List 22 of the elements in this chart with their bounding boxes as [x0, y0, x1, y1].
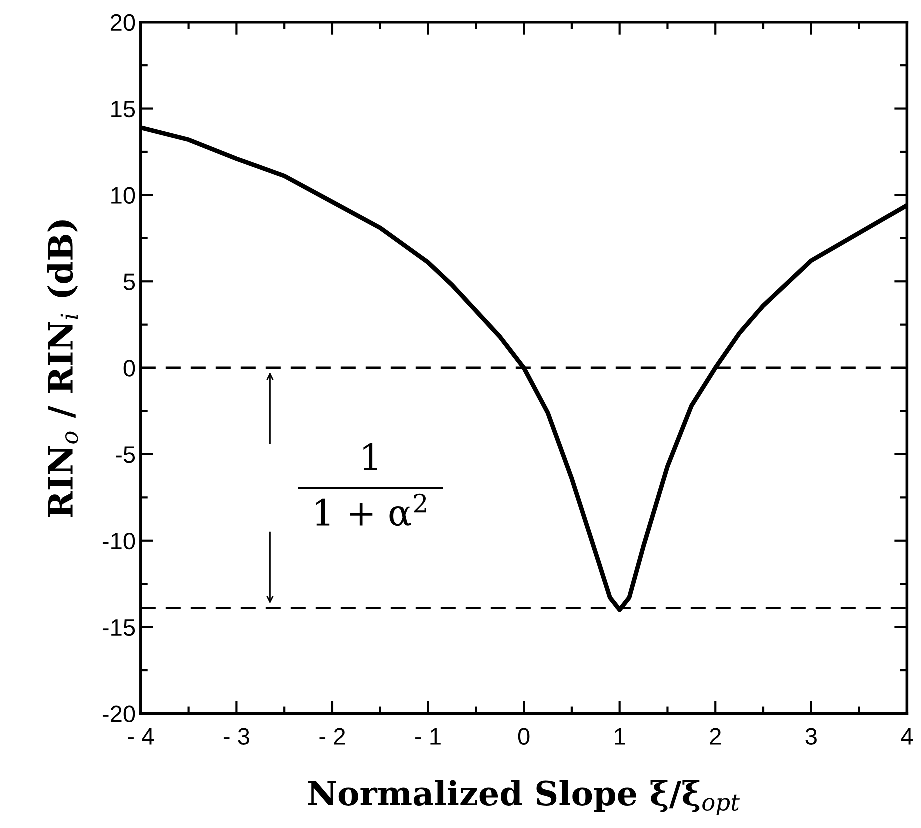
x-tick-label: 2 — [710, 728, 721, 745]
annotation: 1 + α$^{2}$ — [316, 494, 426, 526]
x-axis-title: Normalized Slope ξ/ξ$_{opt}$ — [308, 780, 740, 816]
x-tick-label: 1 — [615, 728, 626, 745]
x-tick-label: - 2 — [320, 728, 346, 745]
x-tick-label: 4 — [901, 728, 914, 745]
x-tick-label: - 4 — [128, 728, 154, 745]
y-tick-label: -5 — [116, 446, 136, 464]
y-tick-label: -20 — [102, 706, 136, 723]
x-tick-label: - 1 — [416, 728, 441, 745]
y-tick-label: -15 — [102, 620, 136, 636]
x-tick-label: - 3 — [224, 728, 250, 745]
y-axis-title: RIN$_{o}$ / RIN$_{i}$ (dB) — [47, 220, 78, 518]
x-tick-label: 3 — [806, 728, 817, 745]
y-tick-label: 5 — [124, 274, 136, 290]
y-tick-label: -10 — [102, 532, 136, 550]
y-tick-label: 0 — [124, 360, 136, 377]
x-tick-label: 0 — [518, 728, 530, 745]
y-tick-label: 20 — [110, 14, 136, 32]
y-tick-label: 15 — [112, 101, 136, 118]
annotation: 1 — [364, 443, 378, 470]
y-tick-label: 10 — [112, 187, 136, 204]
